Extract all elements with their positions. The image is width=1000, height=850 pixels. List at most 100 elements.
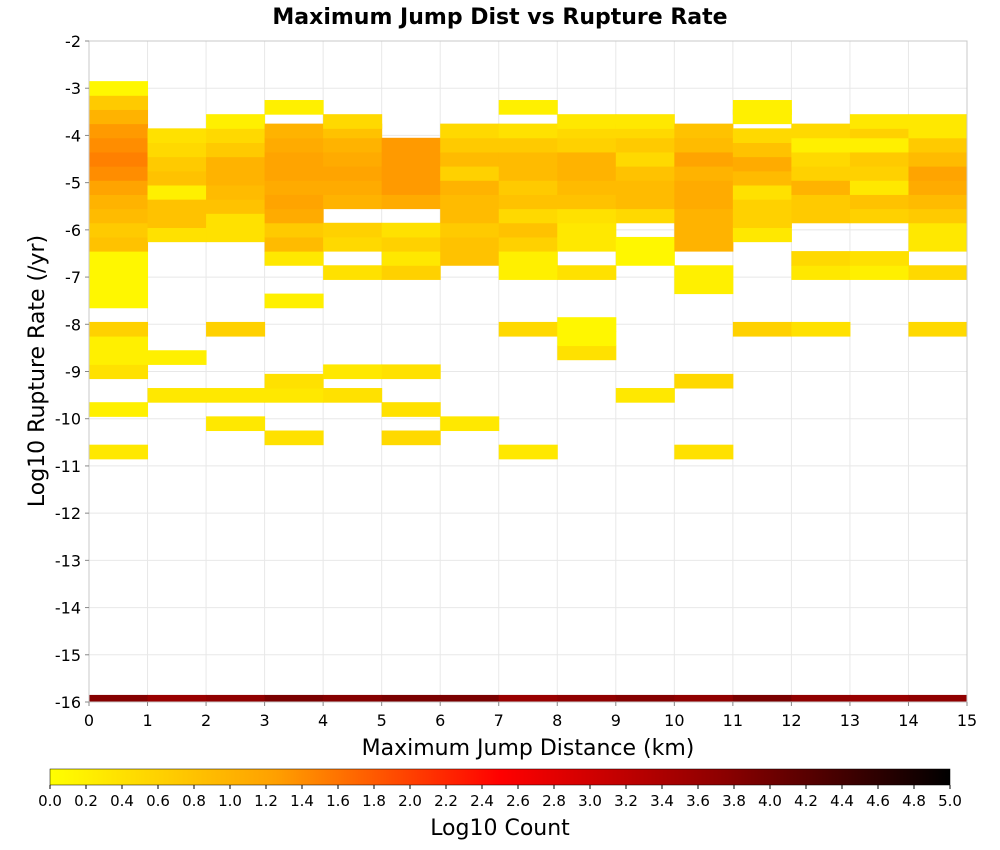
colorbar-tick-label: 1.4 — [290, 792, 314, 810]
heatmap-cell — [206, 114, 266, 129]
heatmap-cell — [498, 694, 558, 703]
heatmap-cell — [674, 222, 734, 238]
heatmap-cell — [674, 279, 734, 295]
heatmap-cell — [732, 156, 792, 172]
heatmap-cell — [264, 137, 324, 153]
heatmap-cell — [732, 142, 792, 158]
heatmap-cell — [674, 265, 734, 280]
heatmap-cell — [732, 321, 792, 337]
heatmap-cell — [323, 151, 383, 167]
heatmap-cell — [557, 345, 617, 361]
colorbar-tick-label: 0.0 — [38, 792, 62, 810]
x-axis-ticks: 0 1 2 3 4 5 6 7 8 9 10 11 12 13 14 15 — [84, 702, 977, 730]
heatmap-cell — [89, 444, 149, 460]
heatmap-cell — [264, 208, 324, 224]
heatmap-cell — [89, 236, 149, 252]
heatmap-cell — [498, 208, 558, 224]
heatmap-cell — [732, 694, 792, 703]
colorbar-tick-label: 4.8 — [902, 792, 926, 810]
y-tick-label: -7 — [65, 268, 81, 287]
heatmap-cell — [557, 236, 617, 252]
heatmap-cell — [908, 208, 968, 224]
heatmap-cell — [732, 170, 792, 186]
heatmap-cell — [381, 151, 441, 167]
colorbar-tick-label: 1.2 — [254, 792, 278, 810]
heatmap-cell — [264, 430, 324, 446]
heatmap-cell — [849, 151, 909, 167]
heatmap-cell — [791, 151, 851, 167]
heatmap-cell — [323, 364, 383, 380]
colorbar-tick-label: 3.4 — [650, 792, 674, 810]
heatmap-cell — [791, 251, 851, 266]
colorbar-tick-label: 3.2 — [614, 792, 638, 810]
y-tick-label: -4 — [65, 126, 81, 145]
colorbar-tick-label: 4.6 — [866, 792, 890, 810]
heatmap-cell — [381, 166, 441, 181]
x-tick-label: 1 — [142, 711, 152, 730]
heatmap-cell — [89, 350, 149, 365]
heatmap-cell — [498, 137, 558, 153]
heatmap-cell — [498, 222, 558, 238]
heatmap-cell — [791, 208, 851, 224]
heatmap-cell — [381, 251, 441, 266]
x-tick-label: 0 — [84, 711, 94, 730]
x-tick-label: 2 — [201, 711, 211, 730]
heatmap-cell — [849, 251, 909, 266]
heatmap-cell — [264, 180, 324, 195]
heatmap-cell — [674, 236, 734, 252]
heatmap-cell — [498, 194, 558, 210]
heatmap-cell — [323, 137, 383, 153]
heatmap-cell — [89, 251, 149, 266]
heatmap-cell — [206, 227, 266, 243]
heatmap-cell — [89, 293, 149, 309]
heatmap-cell — [147, 199, 207, 214]
heatmap-cell — [440, 416, 500, 432]
heatmap-cell — [89, 208, 149, 224]
heatmap-cell — [674, 373, 734, 389]
colorbar-label: Log10 Count — [430, 816, 570, 841]
heatmap-cell — [674, 194, 734, 210]
heatmap-cell — [89, 123, 149, 139]
heatmap-cell — [323, 222, 383, 238]
heatmap-cell — [264, 123, 324, 139]
heatmap-cell — [147, 227, 207, 243]
colorbar-tick-label: 4.2 — [794, 792, 818, 810]
heatmap-cell — [89, 151, 149, 167]
heatmap-cell — [557, 166, 617, 181]
heatmap-cell — [381, 430, 441, 446]
heatmap-cell — [206, 185, 266, 200]
heatmap-cell — [264, 293, 324, 309]
heatmap-cell — [791, 180, 851, 195]
heatmap-cell — [498, 166, 558, 181]
heatmap-cell — [264, 166, 324, 181]
colorbar-tick-label: 1.6 — [326, 792, 350, 810]
heatmap-cell — [264, 388, 324, 403]
heatmap-cell — [557, 194, 617, 210]
heatmap-cell — [498, 444, 558, 460]
heatmap-cell — [498, 123, 558, 139]
heatmap-cell — [791, 694, 851, 703]
heatmap-cell — [732, 128, 792, 144]
x-tick-label: 12 — [781, 711, 801, 730]
heatmap-cell — [908, 194, 968, 210]
y-tick-label: -8 — [65, 315, 81, 334]
heatmap-cell — [732, 199, 792, 214]
heatmap-cell — [615, 236, 675, 252]
heatmap-cell — [557, 265, 617, 280]
heatmap-cell — [849, 166, 909, 181]
x-tick-label: 5 — [377, 711, 387, 730]
heatmap-cell — [381, 180, 441, 195]
heatmap-cell — [381, 236, 441, 252]
colorbar-ticks: 0.0 0.2 0.4 0.6 0.8 1.0 1.2 1.4 1.6 1.8 2.0 2.2 2.4 2… — [38, 785, 962, 810]
heatmap-cell — [791, 137, 851, 153]
heatmap-cell — [615, 137, 675, 153]
heatmap-cell — [615, 151, 675, 167]
heatmap-cell — [908, 137, 968, 153]
heatmap-cell — [557, 180, 617, 195]
heatmap-cell — [206, 128, 266, 144]
y-tick-label: -11 — [55, 457, 81, 476]
heatmap-cell — [557, 331, 617, 347]
y-axis-ticks: -2 -3 -4 -5 -6 -7 -8 -9 -10 -11 -12 -13 -14 -15 -16 — [55, 32, 89, 712]
heatmap-cell — [89, 95, 149, 110]
heatmap-cell — [323, 180, 383, 195]
